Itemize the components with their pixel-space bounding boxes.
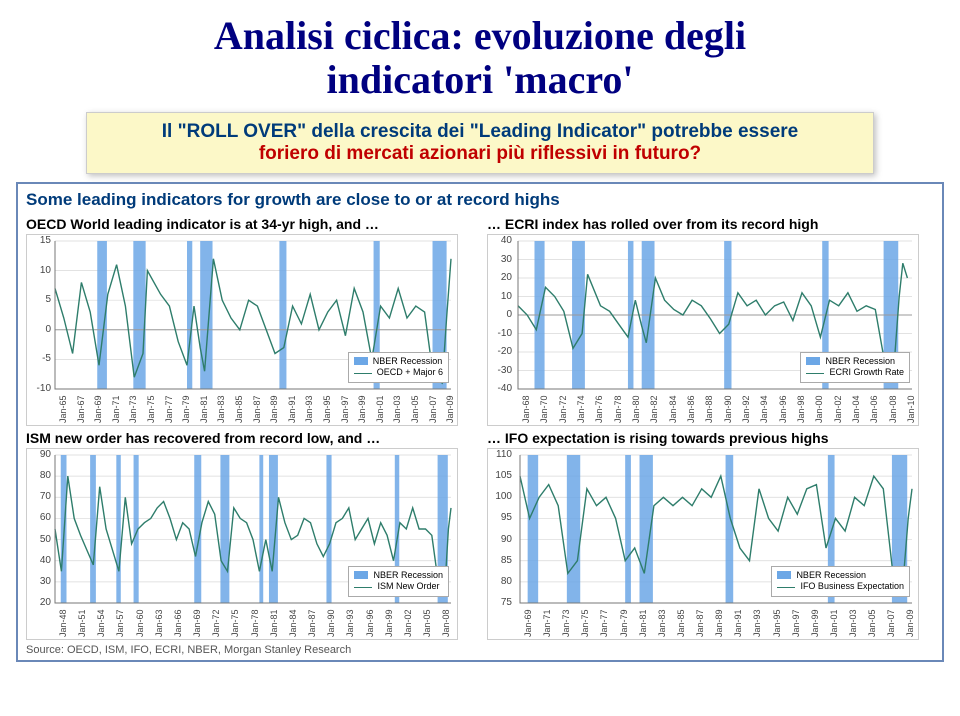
chart-caption: ISM new order has recovered from record … (26, 430, 473, 446)
title-line2: indicatori 'macro' (327, 57, 634, 102)
legend: NBER RecessionISM New Order (348, 566, 449, 597)
chart-caption: … ECRI index has rolled over from its re… (487, 216, 934, 232)
chart-panel: Some leading indicators for growth are c… (16, 182, 944, 662)
chart-plot: 2030405060708090Jan-48Jan-51Jan-54Jan-57… (26, 448, 458, 640)
panel-title: Some leading indicators for growth are c… (26, 190, 934, 210)
note-text-1: Il "ROLL OVER" della crescita dei "Leadi… (162, 121, 798, 142)
chart-0: OECD World leading indicator is at 34-yr… (26, 216, 473, 426)
legend: NBER RecessionECRI Growth Rate (800, 352, 910, 383)
chart-caption: OECD World leading indicator is at 34-yr… (26, 216, 473, 232)
chart-plot: -10-5051015Jan-65Jan-67Jan-69Jan-71Jan-7… (26, 234, 458, 426)
slide-title: Analisi ciclica: evoluzione degli indica… (16, 14, 944, 102)
source-text: Source: OECD, ISM, IFO, ECRI, NBER, Morg… (26, 644, 934, 656)
chart-1: … ECRI index has rolled over from its re… (487, 216, 934, 426)
note-text-2: foriero di mercati azionari più riflessi… (259, 143, 701, 164)
chart-plot: 7580859095100105110Jan-69Jan-71Jan-73Jan… (487, 448, 919, 640)
chart-2: ISM new order has recovered from record … (26, 430, 473, 640)
chart-caption: … IFO expectation is rising towards prev… (487, 430, 934, 446)
legend: NBER RecessionIFO Business Expectation (771, 566, 910, 597)
title-line1: Analisi ciclica: evoluzione degli (214, 13, 746, 58)
note-box: Il "ROLL OVER" della crescita dei "Leadi… (86, 112, 874, 174)
chart-plot: -40-30-20-10010203040Jan-68Jan-70Jan-72J… (487, 234, 919, 426)
charts-grid: OECD World leading indicator is at 34-yr… (26, 216, 934, 640)
chart-3: … IFO expectation is rising towards prev… (487, 430, 934, 640)
legend: NBER RecessionOECD + Major 6 (348, 352, 449, 383)
